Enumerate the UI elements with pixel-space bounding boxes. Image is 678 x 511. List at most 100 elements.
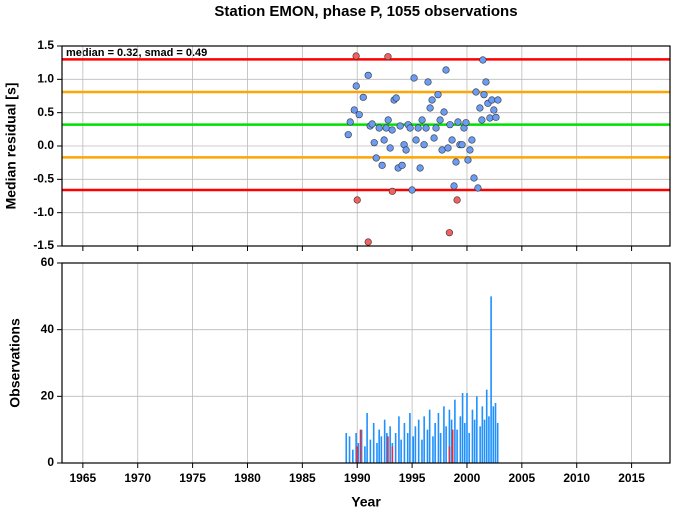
bar [366, 413, 368, 463]
point [462, 119, 470, 127]
point [359, 93, 367, 101]
x-axis-label: Year [351, 494, 381, 510]
point [364, 238, 372, 246]
bar [471, 409, 474, 463]
point [482, 78, 490, 86]
point [402, 146, 410, 154]
bar [421, 439, 423, 463]
bar [426, 429, 429, 463]
point [378, 161, 386, 169]
point [392, 94, 400, 102]
point [416, 164, 424, 172]
point [444, 144, 452, 152]
point [450, 182, 458, 190]
bar [483, 419, 486, 463]
x-tick-label: 2000 [454, 471, 481, 485]
point [346, 118, 354, 126]
point [440, 108, 448, 116]
plot-frame [61, 262, 671, 464]
bar [481, 406, 484, 463]
point [384, 53, 392, 61]
bar [359, 429, 362, 463]
x-tick-label: 1975 [179, 471, 206, 485]
point [474, 184, 482, 192]
bar [400, 439, 402, 463]
bar [466, 393, 468, 463]
bar [387, 436, 389, 463]
point [388, 126, 396, 134]
bar [439, 433, 442, 463]
point [372, 154, 380, 162]
point [380, 136, 388, 144]
bar [378, 429, 380, 463]
point [428, 96, 436, 104]
bar [360, 429, 363, 463]
point [352, 52, 360, 60]
chart-title: Station EMON, phase P, 1055 observations [214, 3, 517, 20]
point [418, 116, 426, 124]
point [398, 161, 406, 169]
bar [496, 423, 499, 463]
point [445, 229, 454, 237]
point [414, 124, 422, 132]
bar [394, 433, 397, 463]
bar [488, 416, 490, 463]
bar [355, 433, 357, 463]
bar [369, 439, 372, 463]
bar [448, 409, 451, 463]
point [448, 136, 456, 144]
bar [490, 296, 492, 463]
point [430, 134, 438, 142]
point [384, 116, 392, 124]
bar [437, 413, 440, 463]
point [492, 113, 500, 121]
bar [372, 423, 375, 463]
y-tick-label: 40 [41, 322, 55, 336]
bar [434, 423, 436, 463]
x-tick-label: 1980 [234, 471, 261, 485]
bar [383, 419, 386, 463]
point [479, 56, 487, 64]
point [464, 156, 472, 164]
y-tick-label: 60 [41, 255, 55, 269]
x-tick-label: 2010 [563, 471, 590, 485]
bar [403, 423, 406, 463]
x-tick-label: 1965 [70, 471, 97, 485]
point [426, 104, 434, 112]
bar [409, 413, 411, 463]
annotation: median = 0.32, smad = 0.49 [66, 47, 207, 59]
point [486, 114, 494, 122]
point [355, 111, 363, 119]
point [442, 66, 450, 74]
bar [459, 416, 462, 463]
point [436, 116, 444, 124]
point [375, 124, 383, 132]
point [344, 131, 352, 139]
y-tick-label: -1.0 [33, 205, 54, 219]
bar [356, 446, 359, 463]
x-tick-label: 1970 [124, 471, 151, 485]
point [466, 146, 474, 154]
point [438, 146, 446, 154]
bar [357, 443, 360, 463]
bar [463, 423, 466, 463]
point [352, 82, 360, 90]
point [408, 186, 416, 194]
y-axis-label: Observations [7, 318, 23, 408]
point [396, 122, 404, 130]
bar [476, 396, 478, 463]
y-tick-label: 20 [41, 389, 55, 403]
bar [432, 436, 434, 463]
point [353, 196, 361, 204]
y-axis-label: Median residual [s] [3, 83, 19, 210]
point [470, 174, 478, 182]
y-tick-label: 0 [47, 455, 54, 469]
bar [494, 403, 497, 463]
point [420, 141, 428, 149]
point [382, 124, 390, 132]
bar [386, 433, 388, 463]
point [468, 136, 476, 144]
point [410, 74, 418, 82]
bar [468, 433, 470, 463]
point [422, 124, 430, 132]
